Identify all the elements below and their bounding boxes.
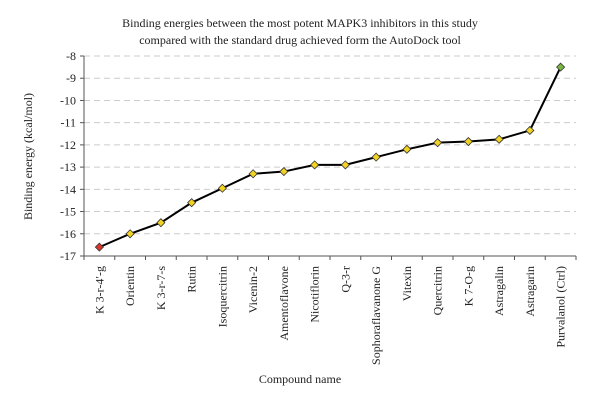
data-point-5	[248, 169, 258, 179]
series-line	[98, 66, 562, 249]
y-tick-label-6: -14	[60, 182, 76, 196]
y-tick-label-9: -17	[60, 249, 76, 263]
data-point-15	[556, 62, 566, 72]
y-tick-label-1: -9	[66, 71, 76, 85]
data-point-1	[125, 229, 135, 239]
x-tick-label-15: Purvalanol (Ctrl)	[554, 266, 568, 348]
x-tick-label-10: Vitexin	[400, 266, 414, 301]
x-tick-label-7: Nicotiflorin	[308, 266, 322, 323]
x-tick-label-0: K 3-r-4′-g	[92, 266, 106, 314]
data-point-13	[494, 134, 504, 144]
x-tick-label-4: Isoquercitrin	[215, 266, 229, 327]
x-tick-label-2: K 3-r-7-s	[154, 266, 168, 310]
y-tick-label-0: -8	[66, 49, 76, 63]
y-tick-label-8: -16	[60, 227, 76, 241]
y-axis-label: Binding energy (kcal/mol)	[20, 92, 35, 220]
y-tick-label-3: -11	[60, 116, 76, 130]
y-tick-label-5: -13	[60, 160, 76, 174]
x-tick-label-8: Q-3-r	[338, 266, 352, 293]
data-point-8	[340, 160, 350, 170]
x-tick-label-3: Rutin	[185, 266, 199, 293]
y-tick-label-4: -12	[60, 138, 76, 152]
data-point-0	[94, 242, 104, 252]
data-point-7	[310, 160, 320, 170]
x-tick-label-5: Vicenin-2	[246, 266, 260, 313]
x-tick-label-6: Amentoflavone	[277, 266, 291, 341]
data-point-3	[187, 198, 197, 208]
chart-title-line-1: Binding energies between the most potent…	[122, 16, 478, 30]
data-point-9	[371, 152, 381, 162]
data-point-10	[402, 144, 412, 154]
x-tick-label-11: Quercitrin	[431, 266, 445, 315]
x-tick-label-12: K 7-O-g	[461, 266, 475, 306]
data-point-2	[156, 218, 166, 228]
data-point-12	[463, 136, 473, 147]
x-tick-label-13: Astragalin	[492, 266, 506, 316]
data-point-6	[279, 166, 289, 177]
x-axis-label: Compound name	[258, 372, 342, 386]
data-point-4	[217, 183, 227, 193]
y-tick-label-2: -10	[60, 93, 76, 107]
x-tick-label-14: Astragarin	[523, 266, 537, 317]
data-point-11	[433, 138, 443, 148]
x-tick-label-1: Orientin	[123, 266, 137, 306]
y-tick-label-7: -15	[60, 205, 76, 219]
x-tick-label-9: Sophoraflavanone G	[369, 266, 383, 365]
data-point-14	[525, 125, 535, 136]
chart-title-line-2: compared with the standard drug achieved…	[139, 33, 461, 47]
